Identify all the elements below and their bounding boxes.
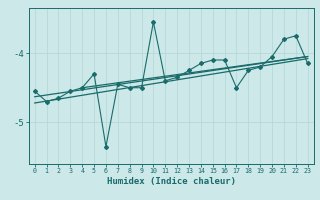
X-axis label: Humidex (Indice chaleur): Humidex (Indice chaleur) bbox=[107, 177, 236, 186]
